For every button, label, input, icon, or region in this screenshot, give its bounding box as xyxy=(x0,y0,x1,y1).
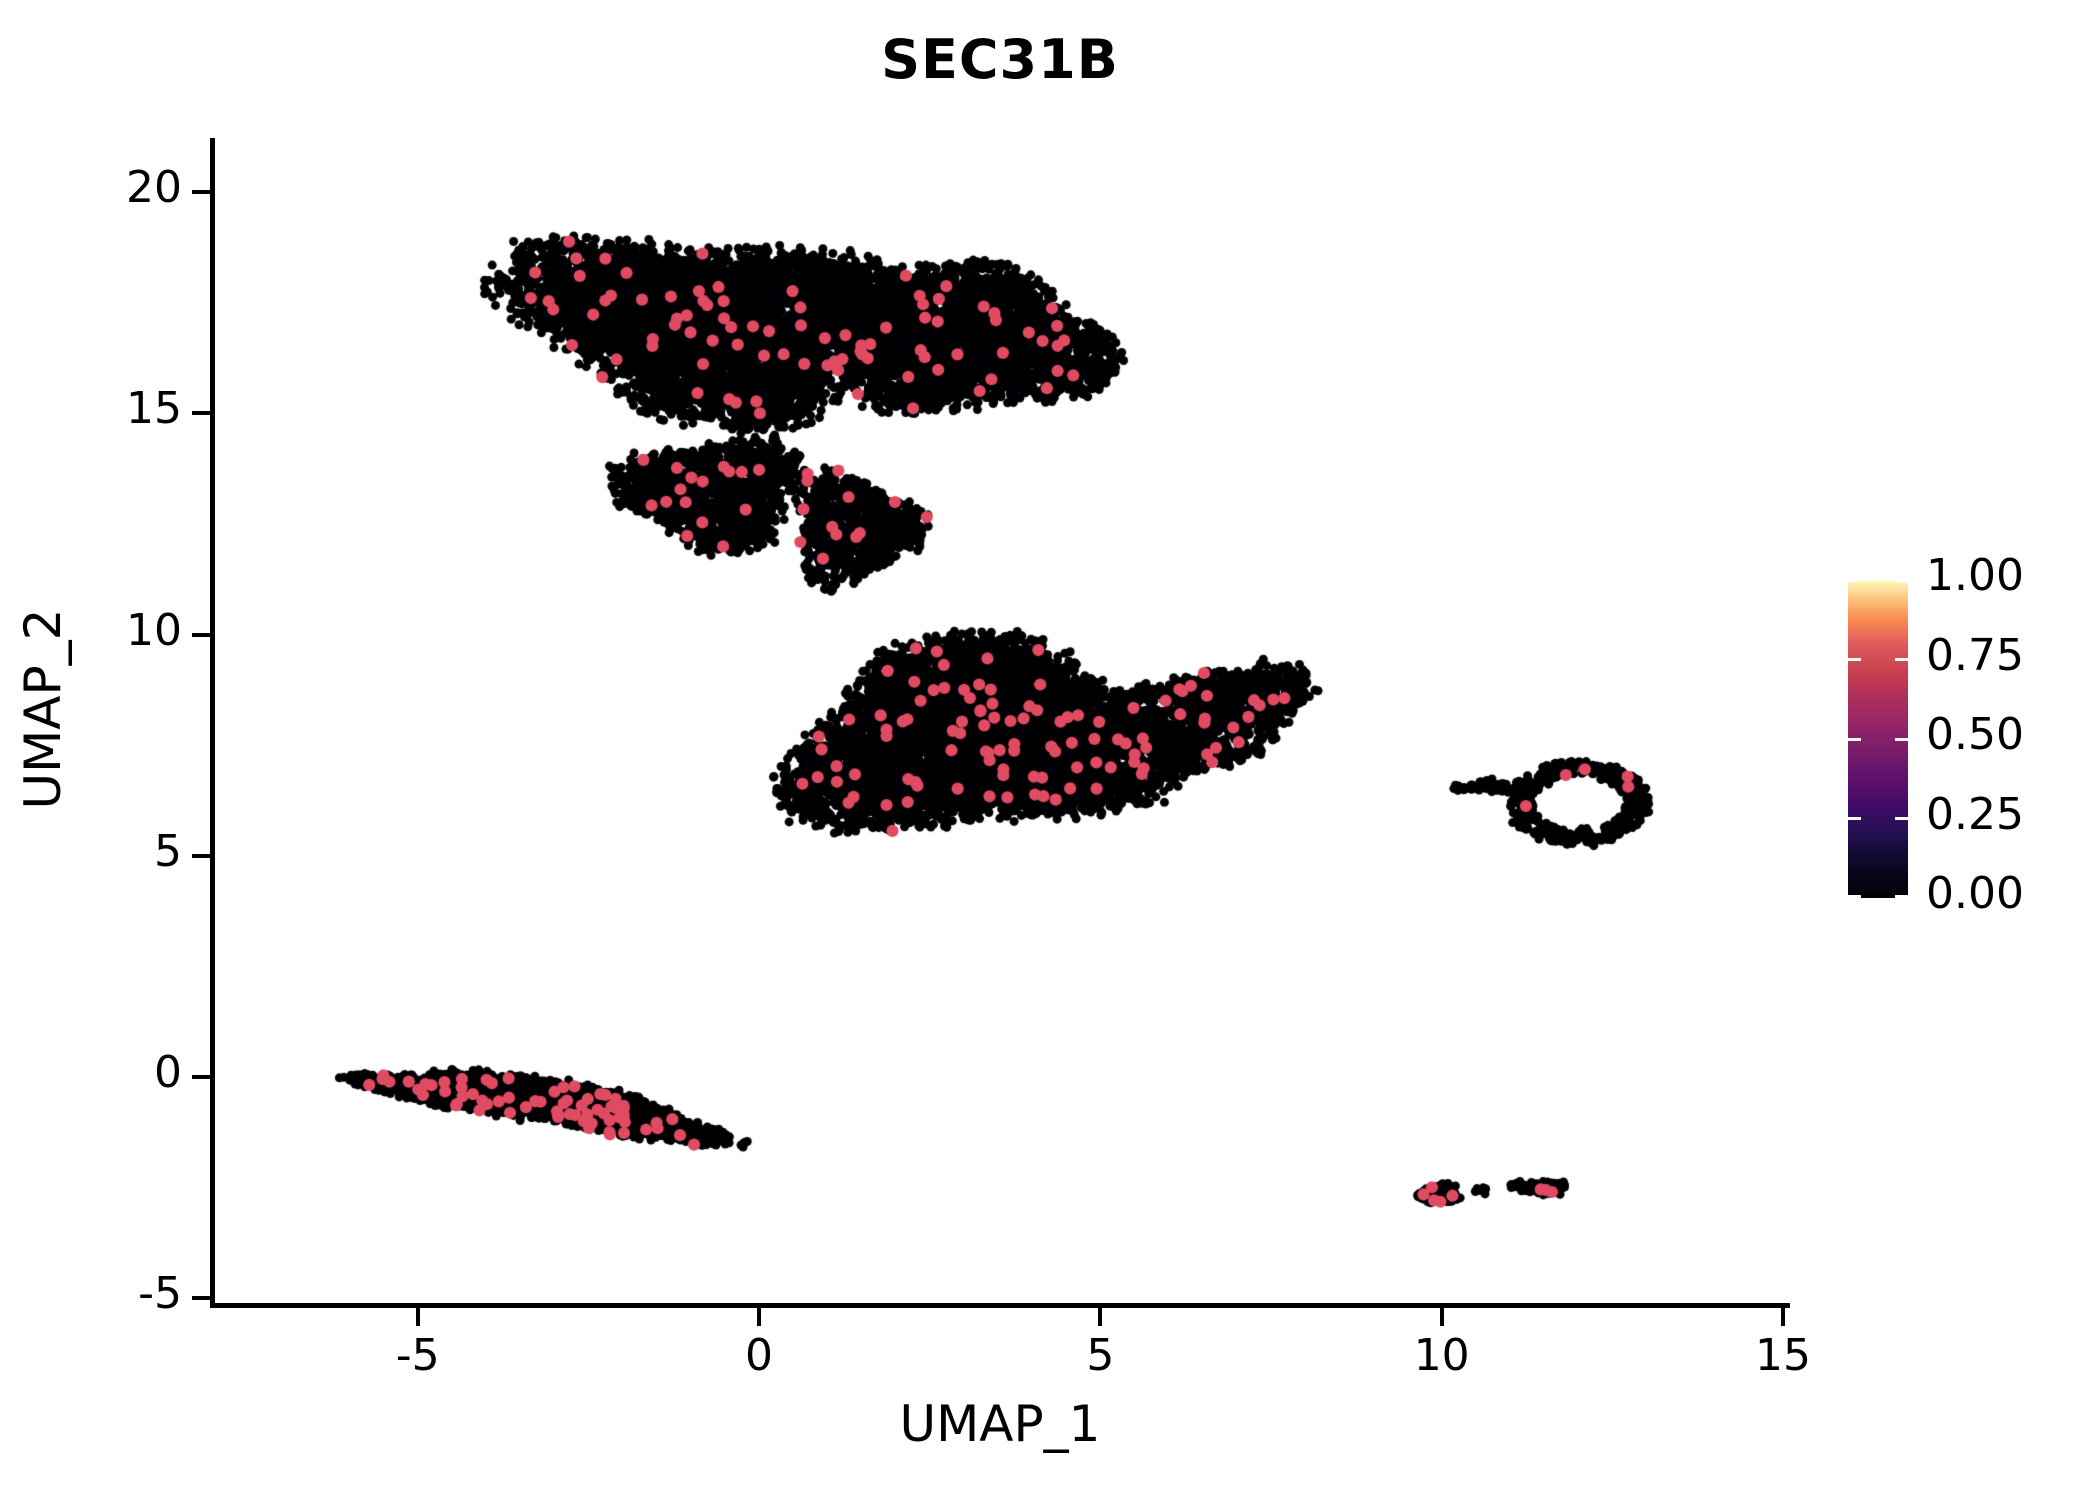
x-axis-title: UMAP_1 xyxy=(899,1395,1101,1453)
y-tick-mark xyxy=(192,632,210,637)
x-tick-mark xyxy=(1098,1308,1103,1326)
y-axis-title: UMAP_2 xyxy=(14,608,72,810)
x-axis-spine xyxy=(210,1303,1790,1308)
colorbar-tick-label: 0.75 xyxy=(1926,629,2024,681)
y-tick-mark xyxy=(192,190,210,194)
y-tick-mark xyxy=(192,853,210,858)
colorbar-tick-label: 0.50 xyxy=(1926,709,2024,760)
x-tick-mark xyxy=(415,1308,420,1326)
x-tick-mark xyxy=(1781,1308,1786,1326)
y-tick-mark xyxy=(192,411,210,416)
y-tick-mark xyxy=(192,1296,210,1301)
colorbar-gradient xyxy=(1848,580,1908,898)
y-tick-label: 0 xyxy=(154,1047,182,1098)
x-tick-label: 0 xyxy=(745,1330,773,1381)
colorbar-tick-label: 1.00 xyxy=(1926,550,2024,601)
y-tick-label: -5 xyxy=(138,1268,182,1320)
x-tick-label: 5 xyxy=(1086,1330,1115,1381)
x-tick-mark xyxy=(1439,1308,1444,1326)
x-tick-label: 15 xyxy=(1755,1330,1812,1381)
y-tick-label: 10 xyxy=(126,604,182,656)
colorbar-tick-label: 0.25 xyxy=(1926,788,2024,840)
x-tick-label: -5 xyxy=(395,1330,440,1381)
x-tick-label: 10 xyxy=(1413,1330,1470,1381)
y-tick-mark xyxy=(192,1075,210,1079)
y-tick-label: 20 xyxy=(126,162,182,213)
y-tick-label: 15 xyxy=(126,383,182,435)
y-axis-spine xyxy=(210,138,215,1308)
x-tick-mark xyxy=(757,1308,761,1326)
colorbar-tick-label: 0.00 xyxy=(1926,868,2024,919)
y-tick-label: 5 xyxy=(154,825,182,877)
colorbar: 0.00 0.25 0.50 0.75 1.00 xyxy=(1848,550,2098,919)
